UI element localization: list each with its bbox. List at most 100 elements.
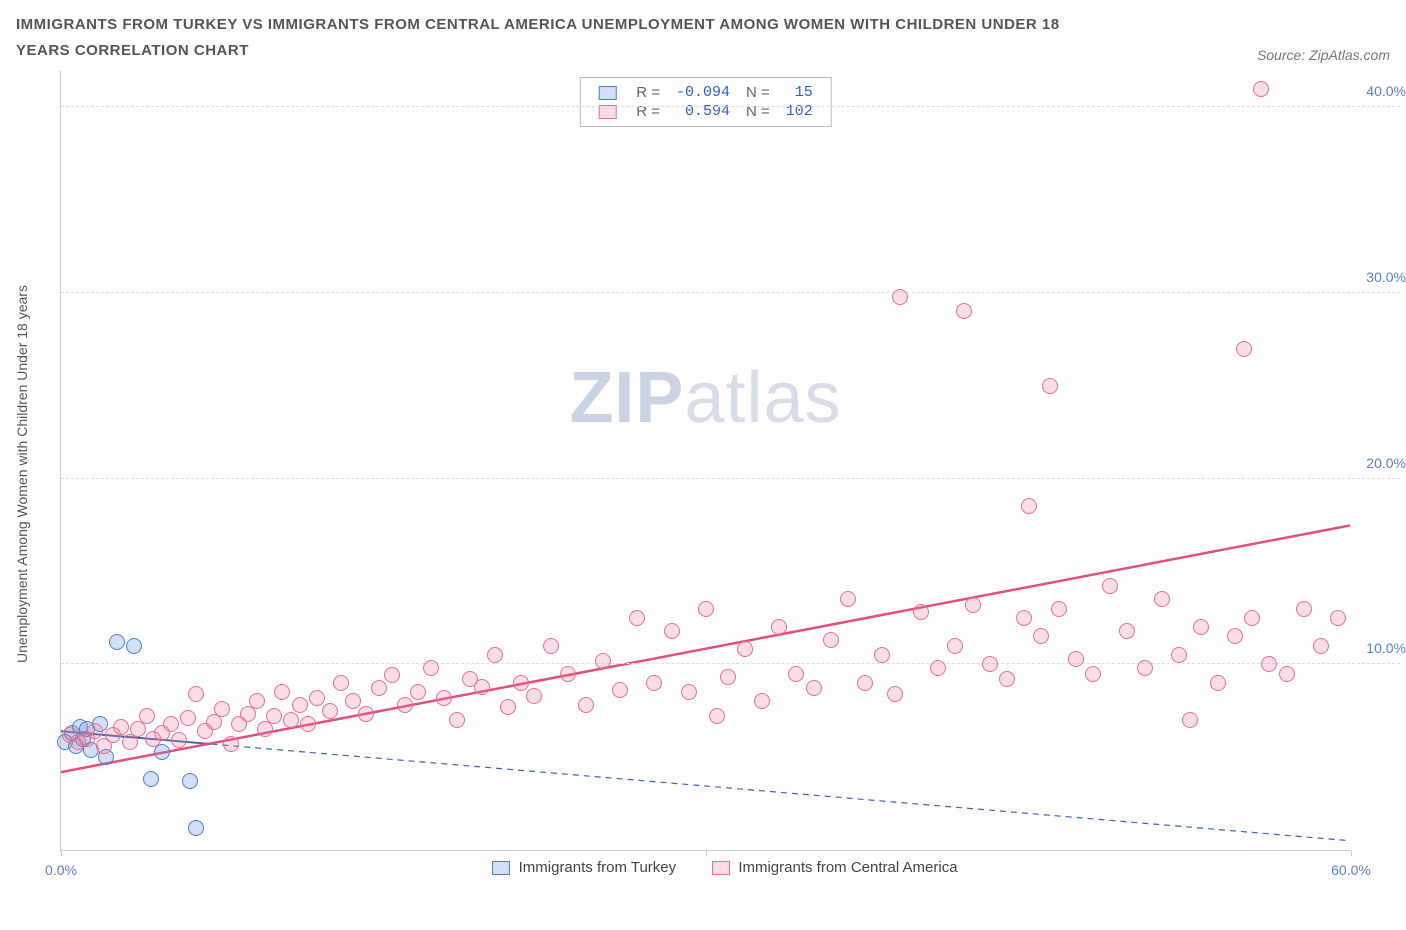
data-point-central_america (266, 708, 282, 724)
data-point-central_america (857, 675, 873, 691)
x-tick (1351, 850, 1352, 856)
data-point-central_america (188, 686, 204, 702)
data-point-central_america (612, 682, 628, 698)
data-point-central_america (283, 712, 299, 728)
r-value: -0.094 (668, 83, 738, 102)
data-point-central_america (474, 679, 490, 695)
grid-line (61, 663, 1400, 664)
legend-stat-row-central_america: R =0.594N =102 (590, 102, 821, 121)
data-point-central_america (1330, 610, 1346, 626)
data-point-central_america (646, 675, 662, 691)
watermark: ZIPatlas (569, 357, 841, 439)
x-tick (61, 850, 62, 856)
data-point-central_america (1193, 619, 1209, 635)
data-point-central_america (384, 667, 400, 683)
data-point-turkey (143, 771, 159, 787)
legend-bottom: Immigrants from Turkey Immigrants from C… (60, 859, 1390, 876)
data-point-central_america (965, 597, 981, 613)
data-point-central_america (1042, 378, 1058, 394)
data-point-central_america (371, 680, 387, 696)
data-point-central_america (1296, 601, 1312, 617)
data-point-turkey (182, 773, 198, 789)
data-point-central_america (887, 686, 903, 702)
y-axis-label: Unemployment Among Women with Children U… (14, 285, 30, 663)
grid-line (61, 292, 1400, 293)
grid-line (61, 478, 1400, 479)
y-tick-label: 20.0% (1366, 455, 1406, 471)
data-point-central_america (487, 647, 503, 663)
grid-line (61, 106, 1400, 107)
y-tick-label: 30.0% (1366, 269, 1406, 285)
data-point-central_america (1210, 675, 1226, 691)
data-point-turkey (109, 634, 125, 650)
data-point-central_america (274, 684, 290, 700)
legend-label: Immigrants from Turkey (519, 859, 677, 876)
data-point-central_america (449, 712, 465, 728)
legend-swatch (712, 861, 730, 875)
data-point-central_america (1236, 341, 1252, 357)
data-point-central_america (292, 697, 308, 713)
data-point-central_america (771, 619, 787, 635)
chart-container: Unemployment Among Women with Children U… (16, 71, 1390, 876)
data-point-central_america (180, 710, 196, 726)
data-point-central_america (629, 610, 645, 626)
y-tick-label: 10.0% (1366, 640, 1406, 656)
data-point-central_america (1261, 656, 1277, 672)
chart-title: IMMIGRANTS FROM TURKEY VS IMMIGRANTS FRO… (16, 12, 1116, 63)
scatter-plot: ZIPatlas R =-0.094N =15R =0.594N =102 10… (60, 71, 1350, 851)
n-label: N = (738, 102, 778, 121)
data-point-central_america (1253, 81, 1269, 97)
data-point-central_america (171, 732, 187, 748)
data-point-central_america (913, 604, 929, 620)
data-point-central_america (1182, 712, 1198, 728)
trend-lines (61, 71, 1350, 850)
data-point-central_america (113, 719, 129, 735)
data-point-central_america (249, 693, 265, 709)
data-point-central_america (947, 638, 963, 654)
data-point-central_america (358, 706, 374, 722)
n-label: N = (738, 83, 778, 102)
data-point-central_america (840, 591, 856, 607)
legend-item-turkey: Immigrants from Turkey (492, 859, 676, 876)
r-value: 0.594 (668, 102, 738, 121)
x-tick-label: 0.0% (45, 862, 77, 878)
data-point-central_america (1154, 591, 1170, 607)
data-point-central_america (1016, 610, 1032, 626)
data-point-central_america (513, 675, 529, 691)
data-point-central_america (139, 708, 155, 724)
data-point-central_america (709, 708, 725, 724)
data-point-central_america (543, 638, 559, 654)
y-tick-label: 40.0% (1366, 83, 1406, 99)
data-point-central_america (1085, 666, 1101, 682)
data-point-central_america (1068, 651, 1084, 667)
legend-stat-row-turkey: R =-0.094N =15 (590, 83, 821, 102)
r-label: R = (628, 83, 668, 102)
data-point-central_america (309, 690, 325, 706)
legend-label: Immigrants from Central America (738, 859, 957, 876)
data-point-central_america (560, 666, 576, 682)
data-point-central_america (754, 693, 770, 709)
data-point-central_america (698, 601, 714, 617)
n-value: 15 (778, 83, 821, 102)
data-point-central_america (436, 690, 452, 706)
data-point-central_america (397, 697, 413, 713)
x-tick (706, 850, 707, 856)
data-point-central_america (1033, 628, 1049, 644)
data-point-central_america (1051, 601, 1067, 617)
data-point-central_america (1102, 578, 1118, 594)
data-point-central_america (1313, 638, 1329, 654)
data-point-central_america (956, 303, 972, 319)
data-point-central_america (788, 666, 804, 682)
data-point-central_america (930, 660, 946, 676)
legend-item-central_america: Immigrants from Central America (712, 859, 957, 876)
x-tick-label: 60.0% (1331, 862, 1371, 878)
data-point-central_america (223, 736, 239, 752)
data-point-central_america (1279, 666, 1295, 682)
data-point-central_america (720, 669, 736, 685)
data-point-central_america (410, 684, 426, 700)
data-point-central_america (322, 703, 338, 719)
data-point-central_america (982, 656, 998, 672)
data-point-central_america (1137, 660, 1153, 676)
data-point-central_america (163, 716, 179, 732)
r-label: R = (628, 102, 668, 121)
